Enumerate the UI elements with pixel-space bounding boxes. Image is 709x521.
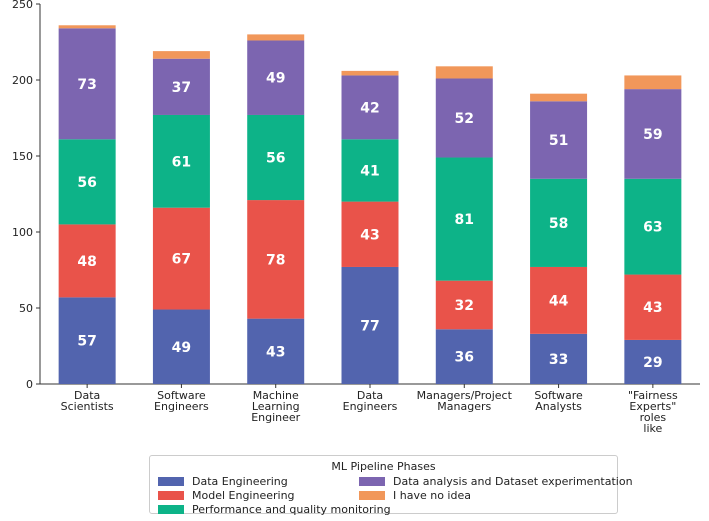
x-tick-label: Data Scientists: [61, 389, 114, 413]
y-tick-label: 100: [12, 226, 33, 239]
data-label: 43: [643, 300, 662, 316]
legend-item-data-engineering: Data Engineering: [158, 475, 288, 488]
legend-swatch: [359, 477, 385, 486]
bar-segment: [341, 70, 399, 76]
bar-segment: [247, 318, 305, 384]
y-tick-label: 50: [19, 302, 33, 315]
data-label: 56: [266, 151, 285, 167]
data-label: 33: [549, 352, 568, 368]
bar-segment: [341, 139, 399, 202]
legend-swatch: [359, 491, 385, 500]
x-tick-label: Data Engineers: [343, 389, 398, 413]
y-tick-label: 0: [26, 378, 33, 391]
legend-item-data-analysis: Data analysis and Dataset experimentatio…: [359, 475, 633, 488]
bar-segment: [152, 114, 210, 208]
bar-segment: [530, 266, 588, 334]
bar-segment: [341, 201, 399, 267]
bar-segment: [247, 40, 305, 115]
legend-swatch: [158, 477, 184, 486]
bar-segment: [435, 280, 493, 330]
legend-label: I have no idea: [393, 489, 471, 502]
x-tick-label: Machine Learning Engineer: [251, 389, 300, 424]
data-label: 52: [455, 111, 474, 127]
data-label: 73: [77, 77, 96, 93]
data-label: 58: [549, 216, 568, 232]
bar-segment: [624, 178, 682, 275]
bar-segment: [435, 329, 493, 384]
data-label: 51: [549, 133, 568, 149]
bar-segment: [152, 51, 210, 59]
bar-segment: [58, 297, 116, 384]
data-label: 57: [77, 334, 96, 350]
legend-title: ML Pipeline Phases: [331, 460, 436, 473]
x-tick-label: Software Analysts: [534, 389, 583, 413]
legend-label: Model Engineering: [192, 489, 295, 502]
legend-label: Data analysis and Dataset experimentatio…: [393, 475, 633, 488]
data-label: 48: [77, 254, 96, 270]
bar-segment: [624, 89, 682, 179]
bar-segment: [58, 28, 116, 140]
data-label: 42: [360, 100, 379, 116]
bar-segment: [152, 309, 210, 384]
bar-segment: [624, 75, 682, 90]
bar-segment: [247, 200, 305, 319]
data-label: 29: [643, 355, 662, 371]
bar-segment: [152, 58, 210, 115]
bar-segment: [247, 114, 305, 201]
x-tick-label: Managers/Project Managers: [417, 389, 513, 413]
data-label: 56: [77, 175, 96, 191]
bar-segment: [152, 207, 210, 310]
data-label: 61: [172, 154, 191, 170]
data-label: 37: [172, 80, 191, 96]
bar-segment: [624, 274, 682, 340]
y-tick-label: 150: [12, 150, 33, 163]
legend: ML Pipeline Phases Data Engineering Mode…: [149, 455, 633, 516]
legend-swatch: [158, 505, 184, 514]
bar-segment: [530, 101, 588, 179]
data-label: 67: [172, 252, 191, 268]
bar-segment: [435, 157, 493, 281]
data-label: 44: [549, 293, 569, 309]
bar-segment: [435, 78, 493, 158]
bar-segment: [58, 224, 116, 298]
data-label: 49: [172, 340, 191, 356]
bar-segment: [58, 25, 116, 29]
x-tick-label: "Fairness Experts" roles like: [628, 389, 678, 435]
data-label: 36: [455, 350, 474, 366]
data-label: 78: [266, 252, 285, 268]
data-label: 59: [643, 127, 662, 143]
data-label: 63: [643, 220, 662, 236]
legend-item-no-idea: I have no idea: [359, 489, 471, 502]
bar-segment: [58, 139, 116, 225]
legend-label: Performance and quality monitoring: [192, 503, 391, 516]
data-label: 81: [455, 212, 474, 228]
data-label: 41: [360, 163, 379, 179]
data-label: 43: [360, 227, 379, 243]
data-label: 77: [360, 318, 379, 334]
data-label: 43: [266, 344, 285, 360]
bar-segment: [435, 66, 493, 79]
legend-swatch: [158, 491, 184, 500]
bar-segment: [624, 339, 682, 384]
bar-segment: [341, 75, 399, 140]
legend-item-performance-monitoring: Performance and quality monitoring: [158, 503, 391, 516]
legend-label: Data Engineering: [192, 475, 288, 488]
y-tick-label: 250: [12, 0, 33, 11]
bar-segment: [530, 93, 588, 102]
bar-segment: [247, 34, 305, 41]
legend-item-model-engineering: Model Engineering: [158, 489, 295, 502]
data-label: 32: [455, 298, 474, 314]
data-label: 49: [266, 71, 285, 87]
x-tick-label: Software Engineers: [154, 389, 209, 413]
y-tick-label: 200: [12, 74, 33, 87]
bar-segment: [530, 333, 588, 384]
bar-segment: [530, 178, 588, 267]
bar-segment: [341, 266, 399, 384]
